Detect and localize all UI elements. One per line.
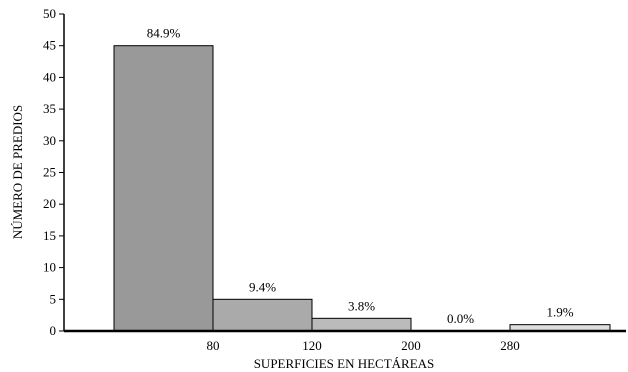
bar <box>311 317 412 332</box>
bar <box>113 45 214 332</box>
y-tick-label: 5 <box>50 291 57 306</box>
x-tick-label: 80 <box>207 338 220 353</box>
bar-data-label: 0.0% <box>447 311 474 326</box>
y-axis-ticks: 0 5 10 15 20 25 30 35 40 45 50 <box>43 6 64 338</box>
x-tick-label: 120 <box>302 338 322 353</box>
y-axis-title: NÚMERO DE PREDIOS <box>10 105 25 239</box>
y-tick-label: 25 <box>43 165 56 180</box>
bar-data-label: 9.4% <box>249 279 276 294</box>
bars <box>113 45 611 332</box>
y-tick-label: 30 <box>43 133 56 148</box>
y-tick-label: 15 <box>43 228 56 243</box>
bar-data-label: 3.8% <box>348 298 375 313</box>
bar-data-label: 1.9% <box>546 305 573 320</box>
bar-data-label: 84.9% <box>147 26 181 41</box>
bar <box>212 298 313 332</box>
x-tick-label: 280 <box>500 338 520 353</box>
y-tick-label: 50 <box>43 6 56 21</box>
x-tick-label: 200 <box>401 338 421 353</box>
y-tick-label: 0 <box>50 323 57 338</box>
y-tick-label: 45 <box>43 38 56 53</box>
y-tick-label: 40 <box>43 69 56 84</box>
y-tick-label: 10 <box>43 260 56 275</box>
y-tick-label: 20 <box>43 196 56 211</box>
x-axis-tick-labels: 80 120 200 280 <box>207 338 520 353</box>
x-axis-title: SUPERFICIES EN HECTÁREAS <box>254 356 435 371</box>
y-tick-label: 35 <box>43 101 56 116</box>
bar-data-labels: 84.9% 9.4% 3.8% 0.0% 1.9% <box>147 26 574 326</box>
